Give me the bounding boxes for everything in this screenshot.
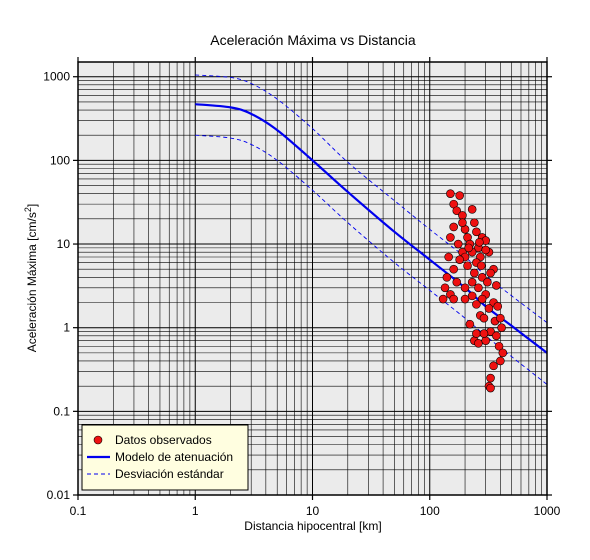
- data-point: [477, 294, 487, 304]
- data-point: [449, 294, 458, 304]
- data-point: [481, 336, 490, 345]
- data-point: [444, 252, 453, 262]
- data-point: [476, 261, 486, 271]
- data-point: [446, 233, 455, 242]
- data-point: [464, 243, 474, 253]
- data-point: [486, 268, 495, 278]
- data-point: [489, 361, 498, 371]
- y-tick-label: 1: [63, 321, 70, 335]
- x-axis-label: Distancia hipocentral [km]: [244, 519, 381, 533]
- legend-label-modelo: Modelo de atenuación: [115, 450, 233, 464]
- data-point: [479, 329, 489, 338]
- data-point: [460, 294, 470, 304]
- data-point: [474, 283, 483, 293]
- legend-label-desviacion: Desviación estándar: [115, 467, 224, 481]
- data-point: [467, 277, 477, 287]
- grid-lines: [78, 62, 547, 495]
- data-point: [470, 268, 479, 278]
- data-point: [442, 273, 452, 282]
- y-tick-label: 10: [57, 237, 71, 251]
- data-point: [472, 329, 481, 338]
- axis-ticks: [73, 57, 552, 500]
- std-deviation-line: [195, 74, 548, 323]
- data-point: [475, 237, 484, 247]
- data-point: [472, 300, 481, 309]
- data-point: [484, 304, 494, 313]
- data-point: [470, 218, 479, 227]
- data-point: [492, 331, 501, 341]
- data-point: [486, 383, 495, 393]
- y-axis-label: Aceleración Máxima [cm/s2]: [23, 204, 39, 352]
- data-point: [463, 261, 472, 271]
- data-point: [479, 313, 489, 323]
- data-point: [438, 294, 448, 304]
- y-axis-label-sup: 2: [23, 207, 33, 212]
- data-point: [465, 319, 475, 329]
- data-point: [496, 313, 505, 323]
- y-axis-label-main: Aceleración Máxima [cm/s: [25, 212, 39, 352]
- legend: Datos observados Modelo de atenuación De…: [81, 424, 249, 491]
- x-tick-label: 1: [192, 504, 199, 518]
- x-tick-label: 0.1: [70, 504, 87, 518]
- data-point: [472, 227, 481, 237]
- y-tick-label: 100: [50, 153, 70, 167]
- data-point: [452, 277, 462, 287]
- data-point: [455, 255, 464, 264]
- data-point: [446, 189, 455, 198]
- data-point: [467, 291, 477, 301]
- data-point: [474, 339, 483, 348]
- chart-title: Aceleración Máxima vs Distancia: [210, 32, 416, 48]
- y-tick-label: 0.1: [53, 404, 70, 418]
- x-tick-label: 100: [420, 504, 440, 518]
- y-axis-label-end: ]: [25, 204, 39, 207]
- data-point: [493, 302, 503, 311]
- data-point: [458, 211, 467, 220]
- data-point: [494, 341, 504, 351]
- data-point: [496, 356, 505, 366]
- data-point: [440, 283, 450, 293]
- data-point: [467, 205, 477, 214]
- data-point: [498, 348, 508, 358]
- y-tick-label: 0.01: [47, 488, 71, 502]
- data-point: [481, 245, 490, 255]
- data-point: [455, 191, 464, 200]
- data-point: [449, 222, 458, 232]
- data-point: [460, 283, 470, 293]
- data-point: [453, 239, 463, 249]
- legend-marker-datos: [93, 435, 103, 445]
- x-tick-label: 1000: [534, 504, 561, 518]
- x-tick-label: 10: [306, 504, 320, 518]
- data-point: [449, 264, 458, 274]
- data-point: [483, 277, 492, 287]
- data-point: [486, 373, 495, 383]
- y-tick-label: 1000: [43, 70, 70, 84]
- std-deviation-line: [195, 134, 548, 385]
- tick-labels: 0.1 1 10 100 1000 0.01 0.1 1 10 100 1000: [43, 70, 560, 518]
- data-point: [497, 323, 506, 332]
- data-point: [452, 206, 462, 216]
- data-points: [438, 189, 508, 393]
- data-point: [492, 281, 501, 290]
- data-point: [458, 218, 467, 227]
- legend-label-datos: Datos observados: [115, 433, 212, 447]
